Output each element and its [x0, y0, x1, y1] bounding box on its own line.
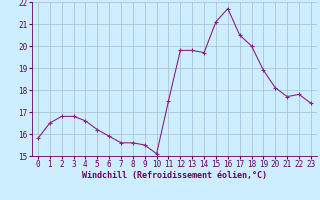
X-axis label: Windchill (Refroidissement éolien,°C): Windchill (Refroidissement éolien,°C): [82, 171, 267, 180]
